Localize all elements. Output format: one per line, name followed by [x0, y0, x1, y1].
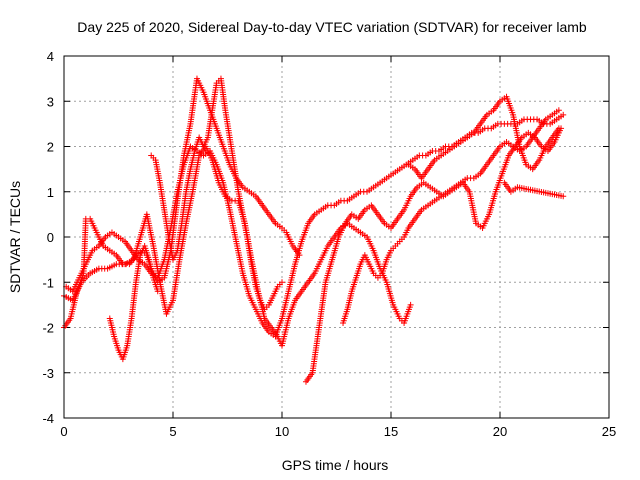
data-point — [555, 125, 562, 132]
x-tick-label: 20 — [493, 424, 507, 439]
series-9 — [501, 179, 567, 200]
data-points — [61, 75, 567, 385]
series-7 — [340, 107, 562, 326]
series-4 — [106, 243, 161, 363]
chart-title: Day 225 of 2020, Sidereal Day-to-day VTE… — [77, 19, 587, 35]
y-tick-label: 2 — [47, 140, 54, 155]
y-tick-label: 3 — [47, 94, 54, 109]
series-5 — [148, 75, 285, 313]
x-tick-label: 25 — [602, 424, 616, 439]
y-tick-label: -1 — [42, 275, 54, 290]
y-tick-label: -4 — [42, 411, 54, 426]
y-tick-label: 4 — [47, 49, 54, 64]
data-point — [407, 301, 414, 308]
data-point — [154, 288, 161, 295]
y-tick-label: -2 — [42, 321, 54, 336]
plot-frame — [63, 55, 610, 419]
x-tick-label: 15 — [384, 424, 398, 439]
data-point — [560, 111, 567, 118]
x-tick-label: 5 — [169, 424, 176, 439]
y-tick-label: 1 — [47, 185, 54, 200]
x-tick-label: 10 — [275, 424, 289, 439]
y-axis-label: SDTVAR / TECUs — [7, 181, 23, 293]
data-point — [560, 193, 567, 200]
y-tick-label: 0 — [47, 230, 54, 245]
y-tick-label: -3 — [42, 366, 54, 381]
data-point — [279, 279, 285, 286]
x-tick-label: 0 — [60, 424, 67, 439]
series-3 — [63, 111, 567, 340]
data-point — [555, 107, 562, 114]
series-8 — [405, 93, 562, 182]
x-axis-label: GPS time / hours — [282, 457, 389, 473]
